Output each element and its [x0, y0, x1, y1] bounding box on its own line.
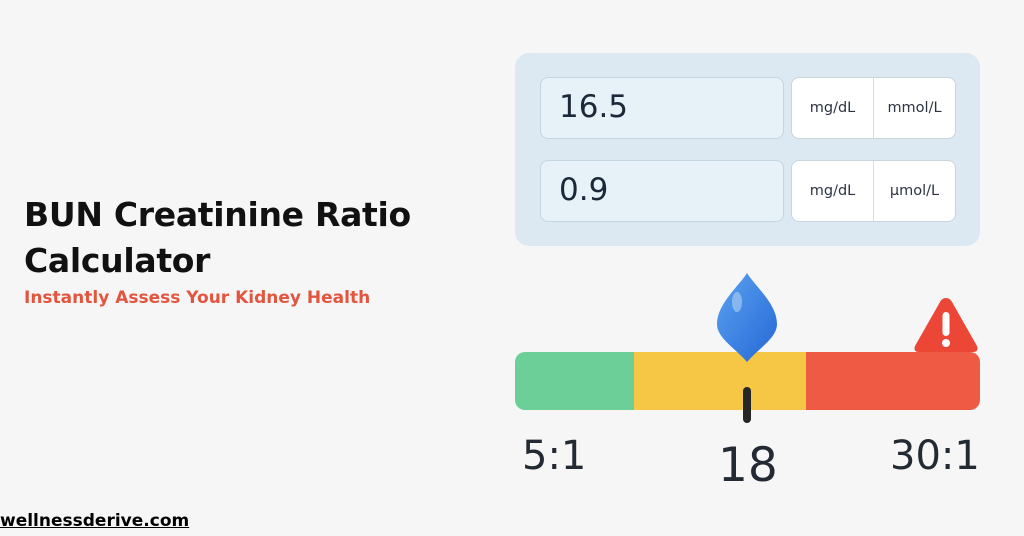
warning-triangle-icon: [914, 298, 978, 352]
gauge-value-label: 18: [718, 438, 778, 493]
creatinine-input[interactable]: 0.9: [540, 160, 784, 222]
page-title: BUN Creatinine Ratio Calculator: [24, 195, 411, 280]
gauge-zone-high: [806, 352, 980, 410]
gauge-zone-low: [515, 352, 634, 410]
ratio-gauge: [515, 352, 980, 410]
bun-row: 16.5 mg/dL mmol/L: [540, 77, 956, 139]
bun-input[interactable]: 16.5: [540, 77, 784, 139]
gauge-zone-normal: [634, 352, 806, 410]
gauge-max-label: 30:1: [890, 433, 980, 479]
gauge-min-label: 5:1: [522, 433, 587, 479]
creatinine-unit-umol-button[interactable]: µmol/L: [873, 161, 955, 221]
site-link[interactable]: wellnessderive.com: [0, 511, 190, 531]
gauge-needle: [743, 387, 751, 423]
location-pin-icon: [717, 273, 777, 362]
page-subtitle: Instantly Assess Your Kidney Health: [24, 288, 371, 308]
creatinine-unit-mgdl-button[interactable]: mg/dL: [809, 183, 856, 199]
bun-unit-mgdl-button[interactable]: mg/dL: [809, 100, 856, 116]
calculator-panel: 16.5 mg/dL mmol/L 0.9 mg/dL µmol/L: [515, 53, 980, 246]
creatinine-row: 0.9 mg/dL µmol/L: [540, 160, 956, 222]
bun-unit-mmol-button[interactable]: mmol/L: [873, 78, 955, 138]
bun-unit-toggle: mg/dL mmol/L: [791, 77, 956, 139]
title-block: BUN Creatinine Ratio Calculator Instantl…: [24, 192, 494, 308]
creatinine-unit-toggle: mg/dL µmol/L: [791, 160, 956, 222]
